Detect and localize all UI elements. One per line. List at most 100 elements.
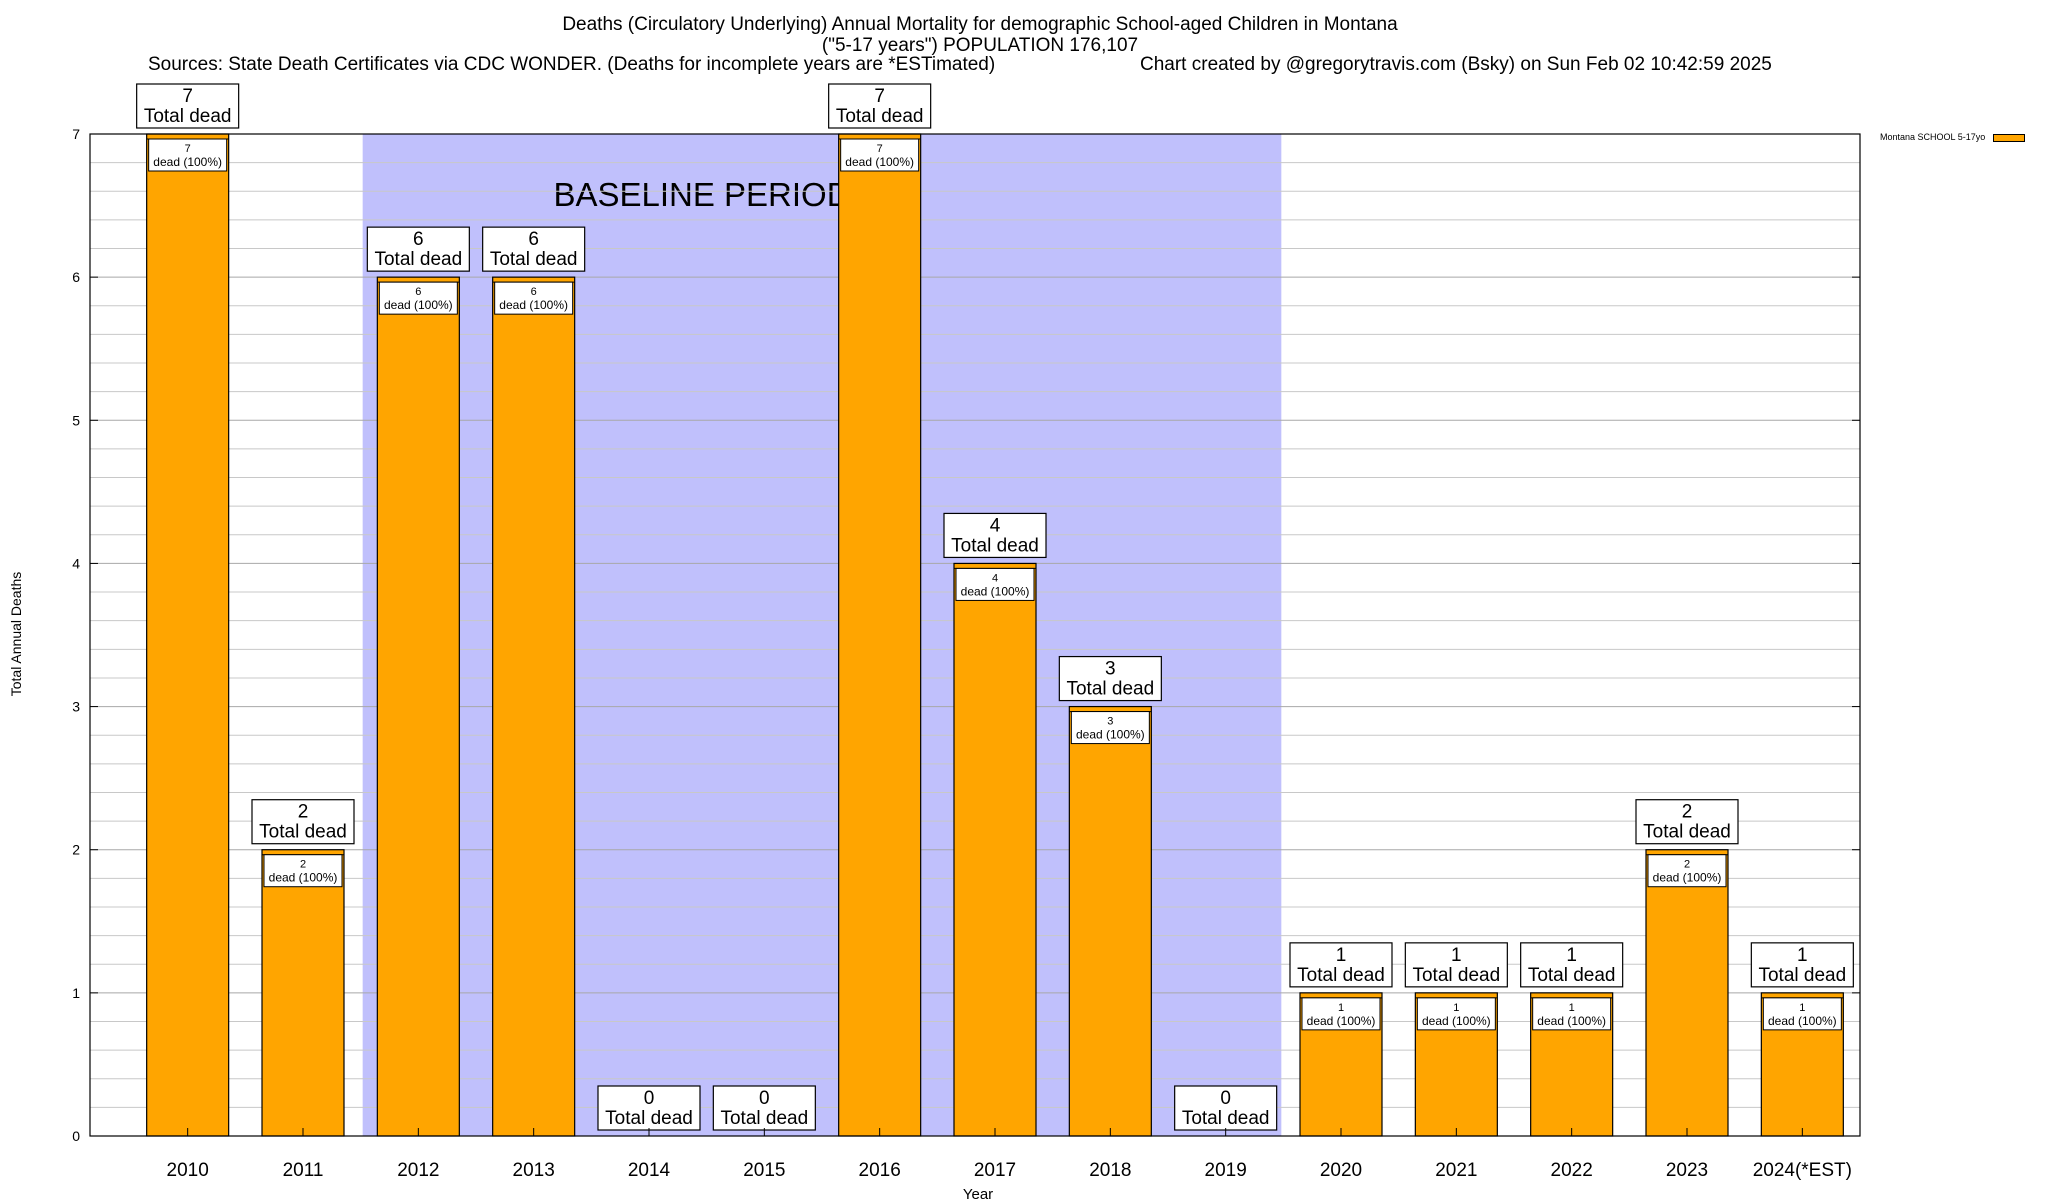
total-label-text: Total dead <box>1066 679 1154 700</box>
y-tick-label: 1 <box>72 985 80 1001</box>
x-tick-label: 2017 <box>974 1160 1016 1181</box>
total-label-count: 1 <box>1797 945 1808 966</box>
x-axis-label: Year <box>962 1186 994 1203</box>
total-label-count: 2 <box>1682 802 1693 823</box>
total-label-count: 0 <box>1220 1088 1231 1109</box>
total-label-count: 2 <box>298 802 309 823</box>
credit-note: Chart created by @gregorytravis.com (Bsk… <box>1140 54 1772 75</box>
x-tick-label: 2010 <box>167 1160 209 1181</box>
inner-label-text: dead (100%) <box>1076 728 1145 742</box>
bar <box>953 562 1037 1137</box>
inner-label-box <box>1416 997 1496 1031</box>
y-tick-label: 6 <box>72 269 80 285</box>
total-label-box <box>482 226 586 272</box>
total-label-box <box>943 512 1047 559</box>
inner-label-count: 1 <box>1569 1002 1575 1014</box>
inner-label-text: dead (100%) <box>499 298 568 312</box>
total-label-count: 6 <box>413 229 424 250</box>
sources-note: Sources: State Death Certificates via CD… <box>148 54 996 75</box>
total-label-text: Total dead <box>605 1108 693 1129</box>
y-tick-label: 4 <box>72 555 80 571</box>
inner-label-text: dead (100%) <box>1653 871 1722 885</box>
total-label-text: Total dead <box>720 1108 808 1129</box>
total-label-count: 4 <box>990 515 1001 536</box>
total-label-box <box>597 1085 701 1131</box>
total-label-count: 0 <box>644 1088 655 1109</box>
inner-label-box <box>1762 997 1842 1031</box>
inner-label-count: 2 <box>1684 859 1690 871</box>
total-label-count: 7 <box>874 86 885 107</box>
inner-label-text: dead (100%) <box>1768 1014 1837 1028</box>
total-label-box <box>1174 1085 1278 1131</box>
total-label-box <box>1520 942 1624 988</box>
x-tick-label: 2019 <box>1205 1160 1247 1181</box>
bar <box>146 133 230 1137</box>
inner-label-text: dead (100%) <box>269 871 338 885</box>
bar <box>1068 705 1152 1137</box>
inner-label-box <box>263 854 343 888</box>
total-label-box <box>251 799 355 845</box>
inner-label-text: dead (100%) <box>845 155 914 169</box>
total-label-box <box>1404 942 1508 988</box>
total-label-text: Total dead <box>259 822 347 843</box>
total-label-text: Total dead <box>144 106 232 127</box>
total-label-text: Total dead <box>1182 1108 1270 1129</box>
inner-label-count: 4 <box>992 572 998 584</box>
inner-label-text: dead (100%) <box>384 298 453 312</box>
total-label-box <box>1289 942 1393 988</box>
x-tick-label: 2024(*EST) <box>1753 1160 1852 1181</box>
chart-subtitle: ("5-17 years") POPULATION 176,107 <box>821 35 1139 56</box>
y-tick-label: 5 <box>72 412 80 428</box>
x-tick-label: 2021 <box>1435 1160 1477 1181</box>
x-tick-label: 2012 <box>397 1160 439 1181</box>
total-label-text: Total dead <box>951 535 1039 556</box>
total-label-box <box>828 83 932 129</box>
total-label-box <box>1058 655 1162 702</box>
y-tick-label: 3 <box>72 699 80 715</box>
total-label-text: Total dead <box>1643 822 1731 843</box>
inner-label-box <box>494 281 574 315</box>
total-label-box <box>712 1085 816 1131</box>
inner-label-text: dead (100%) <box>153 155 222 169</box>
inner-label-text: dead (100%) <box>961 584 1030 598</box>
baseline-label: BASELINE PERIOD <box>553 176 850 213</box>
inner-label-box <box>1070 711 1150 745</box>
total-label-text: Total dead <box>490 249 578 270</box>
bar <box>1645 849 1729 1137</box>
inner-label-count: 7 <box>877 143 883 155</box>
total-label-text: Total dead <box>374 249 462 270</box>
inner-label-count: 6 <box>415 286 421 298</box>
bar <box>261 849 345 1137</box>
x-tick-label: 2016 <box>859 1160 901 1181</box>
inner-label-count: 2 <box>300 859 306 871</box>
y-tick-label: 0 <box>72 1128 80 1144</box>
total-label-count: 6 <box>528 229 539 250</box>
inner-label-box <box>1301 997 1381 1031</box>
total-label-count: 1 <box>1336 945 1347 966</box>
total-label-text: Total dead <box>836 106 924 127</box>
legend-swatch <box>1993 133 2026 142</box>
inner-label-box <box>1647 854 1727 888</box>
inner-label-text: dead (100%) <box>1537 1014 1606 1028</box>
total-label-text: Total dead <box>1297 965 1385 986</box>
total-label-box <box>366 226 470 272</box>
legend: Montana SCHOOL 5-17yo <box>1880 132 2026 142</box>
inner-label-box <box>148 138 228 172</box>
total-label-box <box>1635 799 1739 845</box>
inner-label-count: 3 <box>1107 716 1113 728</box>
inner-label-count: 1 <box>1799 1002 1805 1014</box>
x-tick-label: 2013 <box>513 1160 555 1181</box>
x-tick-label: 2011 <box>283 1160 324 1181</box>
inner-label-count: 1 <box>1453 1002 1459 1014</box>
inner-label-text: dead (100%) <box>1422 1014 1491 1028</box>
total-label-text: Total dead <box>1528 965 1616 986</box>
x-tick-label: 2022 <box>1551 1160 1593 1181</box>
total-label-box <box>1750 942 1854 988</box>
bar <box>376 276 460 1137</box>
x-tick-label: 2018 <box>1089 1160 1131 1181</box>
inner-label-box <box>378 281 458 315</box>
total-label-count: 3 <box>1105 659 1116 680</box>
total-label-count: 7 <box>182 86 193 107</box>
x-tick-label: 2015 <box>743 1160 785 1181</box>
total-label-text: Total dead <box>1412 965 1500 986</box>
